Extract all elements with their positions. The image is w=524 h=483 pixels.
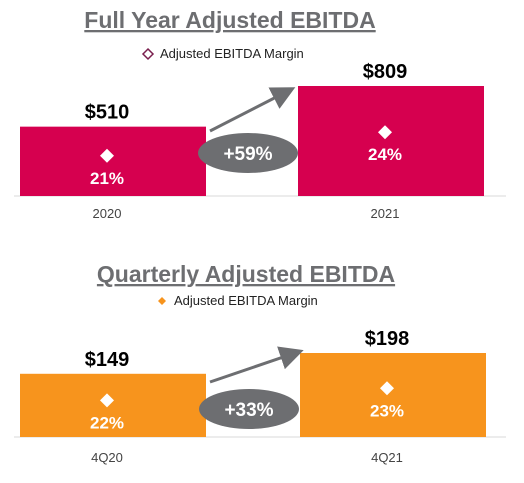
annual-legend-marker: [141, 47, 155, 61]
quarterly-category-label-4Q21: 4Q21: [371, 450, 403, 465]
quarterly-margin-label-4Q20: 22%: [90, 413, 124, 432]
quarterly-bar-4Q20: [20, 373, 206, 437]
annual-value-label-2020: $510: [85, 102, 130, 124]
annual-growth-arrow: [209, 87, 296, 133]
quarterly-growth-pill: [199, 389, 299, 429]
annual-growth-pill: [198, 133, 298, 173]
annual-growth-label: +59%: [223, 144, 272, 165]
annual-margin-label-2020: 21%: [90, 169, 124, 188]
annual-margin-marker-2020: [100, 148, 114, 163]
annual-margin-label-2021: 24%: [368, 145, 402, 164]
annual-category-label-2020: 2020: [93, 206, 122, 221]
quarterly-chart-title: Quarterly Adjusted EBITDA: [97, 261, 395, 287]
annual-category-label-2021: 2021: [371, 206, 400, 221]
annual-legend-label: Adjusted EBITDA Margin: [160, 46, 304, 61]
annual-value-label-2021: $809: [363, 61, 408, 83]
quarterly-margin-marker-4Q21: [380, 381, 394, 396]
quarterly-category-label-4Q20: 4Q20: [91, 450, 123, 465]
quarterly-bar-4Q21: [300, 353, 486, 437]
quarterly-growth-label: +33%: [224, 400, 273, 421]
quarterly-legend-label: Adjusted EBITDA Margin: [174, 293, 318, 308]
quarterly-value-label-4Q21: $198: [365, 328, 410, 350]
quarterly-margin-marker-4Q20: [100, 393, 114, 408]
annual-margin-marker-2021: [378, 125, 392, 140]
quarterly-growth-arrow: [209, 346, 304, 384]
quarterly-margin-label-4Q21: 23%: [370, 401, 404, 420]
annual-bar-2021: [298, 86, 484, 196]
annual-chart-title: Full Year Adjusted EBITDA: [84, 7, 375, 33]
annual-bar-2020: [20, 126, 206, 196]
quarterly-value-label-4Q20: $149: [85, 349, 130, 371]
quarterly-legend-marker: [158, 297, 166, 305]
